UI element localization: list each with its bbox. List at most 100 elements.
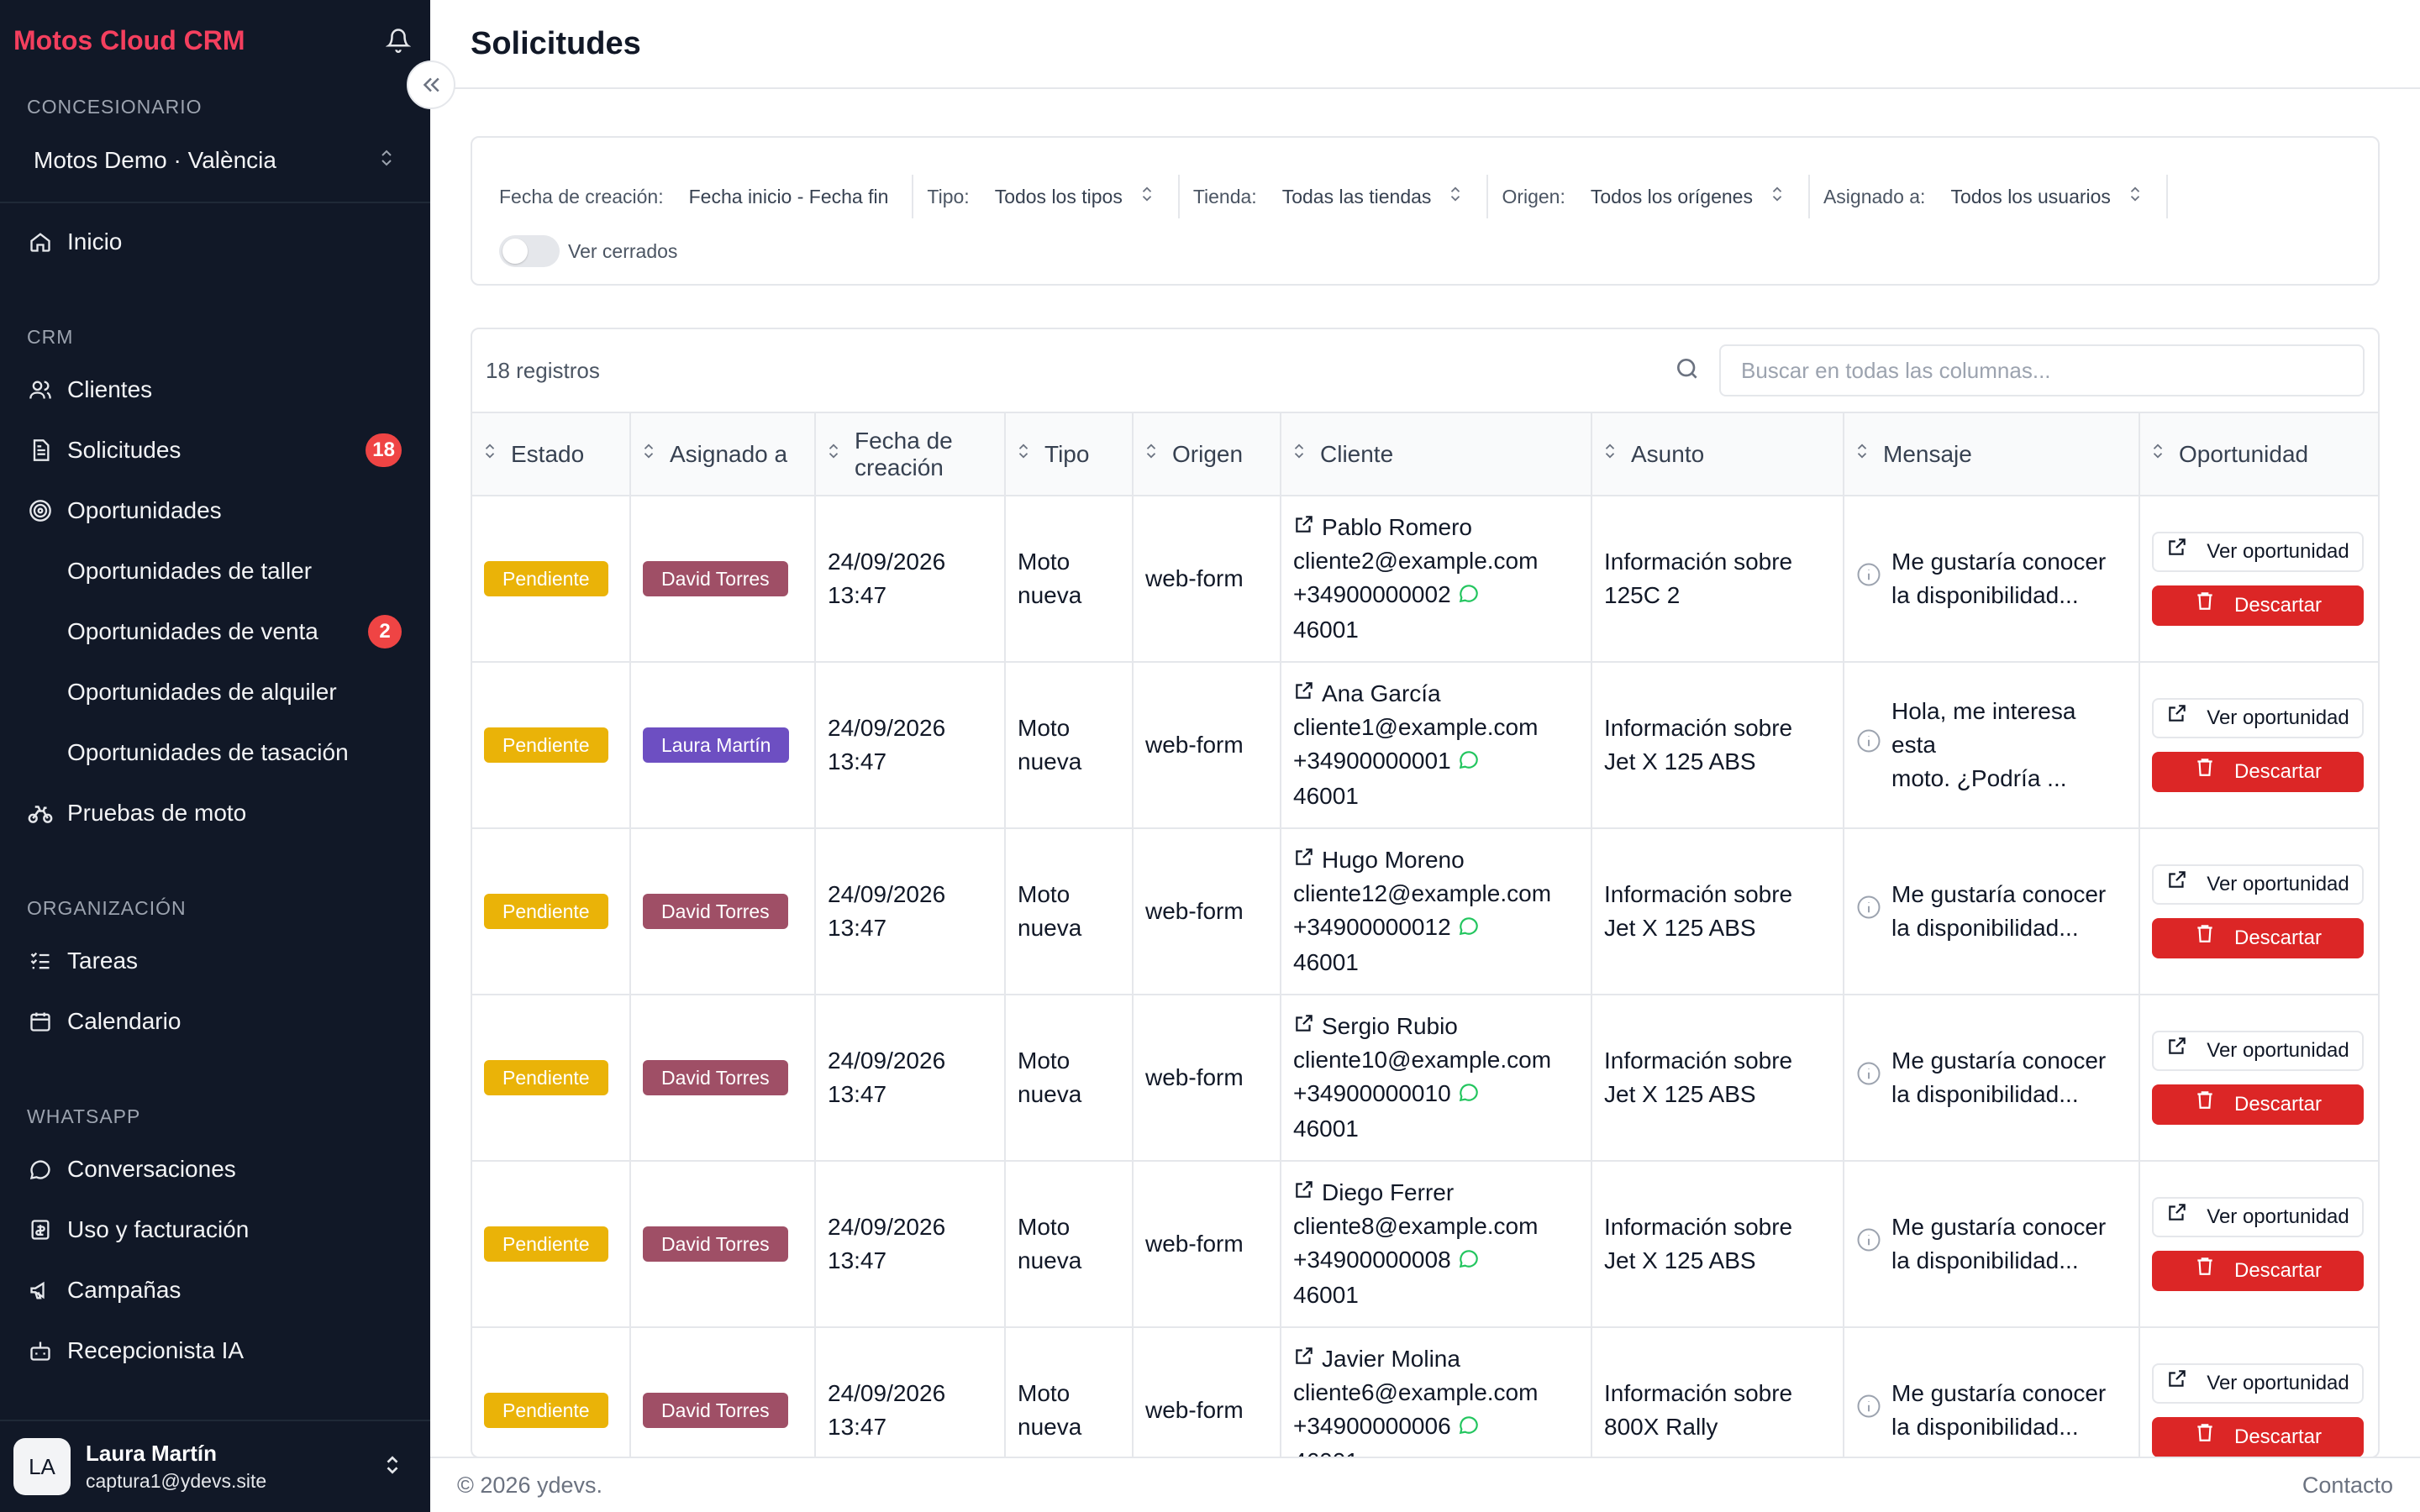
search-input[interactable] [1719, 344, 2365, 396]
sidebar-item-oportunidades[interactable]: Oportunidades [27, 486, 402, 536]
copyright: © 2026 ydevs. [457, 1472, 602, 1498]
client-link[interactable]: Javier Molina [1293, 1342, 1579, 1376]
created-time: 13:47 [828, 1414, 887, 1440]
info-icon[interactable] [1856, 1394, 1881, 1428]
sidebar-item-oportunidades-venta[interactable]: Oportunidades de venta 2 [67, 606, 402, 657]
column-header[interactable]: Fecha de creación [815, 413, 1006, 496]
info-icon[interactable] [1856, 728, 1881, 763]
date-range-input[interactable]: Fecha inicio - Fecha fin [688, 185, 889, 207]
cell-assignee: David Torres [630, 496, 816, 663]
client-link[interactable]: Hugo Moreno [1293, 843, 1579, 877]
user-email: captura1@ydevs.site [86, 1470, 267, 1492]
cell-client: Sergio Rubio cliente10@example.com +349000… [1281, 995, 1592, 1162]
client-link[interactable]: Diego Ferrer [1293, 1176, 1579, 1210]
whatsapp-icon[interactable] [1458, 580, 1480, 613]
filter-store[interactable]: Tienda: Todas las tiendas [1193, 175, 1489, 218]
cell-message: Me gustaría conocer la disponibilidad... [1844, 1161, 2140, 1328]
discard-button[interactable]: Descartar [2152, 1251, 2364, 1291]
info-icon[interactable] [1856, 895, 1881, 929]
column-header[interactable]: Oportunidad [2139, 413, 2378, 496]
trash-icon [2194, 1254, 2234, 1288]
collapse-sidebar-button[interactable] [407, 60, 455, 109]
client-name: Hugo Moreno [1322, 847, 1465, 874]
sidebar-item-oportunidades-alquiler[interactable]: Oportunidades de alquiler [67, 667, 402, 717]
filter-label: Fecha de creación: [499, 185, 664, 207]
discard-button[interactable]: Descartar [2152, 752, 2364, 792]
info-icon[interactable] [1856, 1061, 1881, 1095]
column-header[interactable]: Mensaje [1844, 413, 2140, 496]
sidebar-item-label: Conversaciones [67, 1156, 236, 1182]
created-date: 24/09/2026 [828, 1047, 946, 1074]
calendar-icon [27, 1008, 54, 1035]
sidebar-item-oportunidades-taller[interactable]: Oportunidades de taller [67, 546, 402, 596]
filter-origin[interactable]: Origen: Todos los orígenes [1502, 175, 1810, 218]
sidebar-item-calendario[interactable]: Calendario [27, 996, 402, 1047]
sidebar: Motos Cloud CRM CONCESIONARIO Motos Demo… [0, 0, 430, 1512]
cell-date: 24/09/2026 13:47 [815, 662, 1006, 829]
discard-button[interactable]: Descartar [2152, 1084, 2364, 1125]
sidebar-item-tareas[interactable]: Tareas [27, 936, 402, 986]
client-zip: 46001 [1293, 782, 1359, 809]
filter-type[interactable]: Tipo: Todos los tipos [927, 175, 1180, 218]
sidebar-item-solicitudes[interactable]: Solicitudes 18 [27, 425, 402, 475]
client-link[interactable]: Pablo Romero [1293, 511, 1579, 544]
sidebar-item-conversaciones[interactable]: Conversaciones [27, 1144, 402, 1194]
sidebar-item-recepcionista[interactable]: Recepcionista IA [27, 1326, 402, 1376]
cell-subject: Información sobre Jet X 125 ABS [1591, 662, 1844, 829]
column-header[interactable]: Asunto [1591, 413, 1844, 496]
view-opportunity-button[interactable]: Ver oportunidad [2152, 864, 2364, 905]
view-opportunity-button[interactable]: Ver oportunidad [2152, 1031, 2364, 1071]
whatsapp-icon[interactable] [1458, 1411, 1480, 1445]
user-menu[interactable]: LA Laura Martín captura1@ydevs.site [0, 1420, 430, 1512]
client-zip: 46001 [1293, 1115, 1359, 1142]
show-closed-toggle[interactable] [499, 235, 560, 267]
sidebar-item-clientes[interactable]: Clientes [27, 365, 402, 415]
dealer-select[interactable]: Motos Demo · València [34, 141, 395, 180]
whatsapp-icon[interactable] [1458, 1245, 1480, 1278]
status-badge: Pendiente [484, 894, 608, 929]
view-opportunity-button[interactable]: Ver oportunidad [2152, 532, 2364, 572]
sort-icon [641, 440, 656, 468]
sidebar-item-campanas[interactable]: Campañas [27, 1265, 402, 1315]
column-header[interactable]: Origen [1133, 413, 1281, 496]
message-line: la disponibilidad... [1891, 582, 2079, 608]
sidebar-item-home[interactable]: Inicio [27, 217, 402, 267]
client-link[interactable]: Ana García [1293, 677, 1579, 711]
view-opportunity-button[interactable]: Ver oportunidad [2152, 698, 2364, 738]
bell-icon[interactable] [383, 25, 413, 55]
trash-icon [2194, 1088, 2234, 1121]
column-header[interactable]: Estado [472, 413, 631, 496]
trash-icon [2194, 755, 2234, 789]
info-icon[interactable] [1856, 1227, 1881, 1262]
whatsapp-icon[interactable] [1458, 912, 1480, 946]
external-link-icon [1293, 677, 1322, 711]
sidebar-item-label: Oportunidades [67, 497, 222, 523]
whatsapp-icon[interactable] [1458, 746, 1480, 780]
column-header[interactable]: Cliente [1281, 413, 1592, 496]
sidebar-item-uso-facturacion[interactable]: Uso y facturación [27, 1205, 402, 1255]
external-link-icon [1293, 843, 1322, 877]
view-opportunity-button[interactable]: Ver oportunidad [2152, 1197, 2364, 1237]
sidebar-item-pruebas[interactable]: Pruebas de moto [27, 788, 402, 838]
cell-assignee: David Torres [630, 995, 816, 1162]
discard-button[interactable]: Descartar [2152, 918, 2364, 958]
column-header-label: Origen [1172, 440, 1244, 467]
column-header[interactable]: Asignado a [630, 413, 816, 496]
contact-link[interactable]: Contacto [2302, 1472, 2393, 1498]
cell-opportunity: Ver oportunidad Descartar [2139, 1161, 2378, 1328]
discard-button[interactable]: Descartar [2152, 585, 2364, 626]
column-header[interactable]: Tipo [1005, 413, 1134, 496]
target-icon [27, 497, 54, 524]
cell-message: Me gustaría conocer la disponibilidad... [1844, 828, 2140, 995]
discard-button[interactable]: Descartar [2152, 1417, 2364, 1457]
filter-assigned[interactable]: Asignado a: Todos los usuarios [1823, 175, 2168, 218]
view-opportunity-button[interactable]: Ver oportunidad [2152, 1363, 2364, 1404]
whatsapp-icon[interactable] [1458, 1079, 1480, 1112]
brand-logo[interactable]: Motos Cloud CRM [13, 24, 245, 55]
sidebar-item-label: Oportunidades de venta [67, 618, 318, 644]
created-time: 13:47 [828, 748, 887, 774]
filter-created-date[interactable]: Fecha de creación: Fecha inicio - Fecha … [499, 175, 914, 218]
sidebar-item-oportunidades-tasacion[interactable]: Oportunidades de tasación [67, 727, 402, 778]
info-icon[interactable] [1856, 562, 1881, 596]
client-link[interactable]: Sergio Rubio [1293, 1010, 1579, 1043]
